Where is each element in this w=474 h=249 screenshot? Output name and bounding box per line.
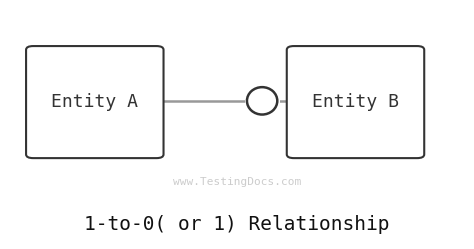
Text: Entity B: Entity B [312,93,399,111]
Text: 1-to-0( or 1) Relationship: 1-to-0( or 1) Relationship [84,215,390,234]
FancyBboxPatch shape [287,46,424,158]
FancyBboxPatch shape [26,46,164,158]
Bar [245,85,280,117]
Ellipse shape [247,87,277,115]
Text: Entity A: Entity A [51,93,138,111]
Text: www.TestingDocs.com: www.TestingDocs.com [173,177,301,187]
